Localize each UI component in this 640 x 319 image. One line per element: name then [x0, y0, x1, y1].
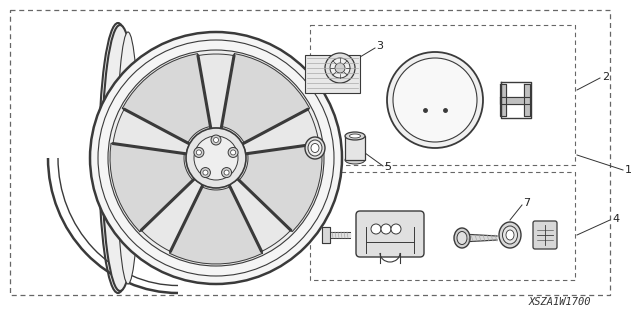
- Text: 1: 1: [625, 165, 632, 175]
- Ellipse shape: [99, 23, 137, 293]
- Polygon shape: [330, 232, 350, 238]
- Polygon shape: [322, 227, 330, 243]
- Polygon shape: [110, 143, 193, 232]
- Polygon shape: [170, 187, 262, 264]
- Ellipse shape: [102, 25, 138, 291]
- Circle shape: [108, 50, 324, 266]
- Ellipse shape: [499, 222, 521, 248]
- Bar: [305, 55, 360, 93]
- FancyBboxPatch shape: [533, 221, 557, 249]
- Polygon shape: [243, 109, 319, 154]
- Ellipse shape: [211, 135, 221, 145]
- Ellipse shape: [230, 150, 236, 155]
- Text: 2: 2: [602, 72, 609, 82]
- Polygon shape: [239, 143, 322, 232]
- Ellipse shape: [196, 150, 202, 155]
- Ellipse shape: [200, 167, 211, 178]
- Text: 7: 7: [523, 198, 530, 208]
- Circle shape: [186, 128, 246, 188]
- Ellipse shape: [224, 170, 229, 175]
- Circle shape: [381, 224, 391, 234]
- Ellipse shape: [194, 147, 204, 158]
- Ellipse shape: [214, 137, 218, 143]
- Bar: [345, 136, 365, 160]
- Ellipse shape: [454, 228, 470, 248]
- Ellipse shape: [221, 167, 232, 178]
- Circle shape: [325, 53, 355, 83]
- Polygon shape: [198, 54, 234, 129]
- Ellipse shape: [311, 144, 319, 152]
- Ellipse shape: [308, 140, 322, 156]
- Ellipse shape: [228, 147, 238, 158]
- FancyBboxPatch shape: [356, 211, 424, 257]
- Circle shape: [371, 224, 381, 234]
- Polygon shape: [500, 84, 506, 116]
- Circle shape: [393, 58, 477, 142]
- Polygon shape: [122, 54, 211, 143]
- Ellipse shape: [305, 137, 325, 159]
- Circle shape: [387, 52, 483, 148]
- Ellipse shape: [506, 230, 514, 240]
- Text: 3: 3: [376, 41, 383, 51]
- Polygon shape: [229, 179, 291, 251]
- Ellipse shape: [345, 156, 365, 164]
- Circle shape: [194, 136, 238, 180]
- Ellipse shape: [203, 170, 208, 175]
- Ellipse shape: [345, 132, 365, 140]
- Text: 6: 6: [278, 162, 285, 172]
- Circle shape: [391, 224, 401, 234]
- Polygon shape: [113, 109, 189, 154]
- Circle shape: [90, 32, 342, 284]
- Text: 4: 4: [612, 214, 619, 224]
- Polygon shape: [141, 179, 203, 251]
- Circle shape: [335, 63, 345, 73]
- Circle shape: [98, 40, 334, 276]
- Polygon shape: [462, 234, 497, 242]
- Ellipse shape: [457, 232, 467, 244]
- Ellipse shape: [349, 134, 360, 138]
- Ellipse shape: [502, 226, 518, 244]
- Circle shape: [330, 58, 350, 78]
- Ellipse shape: [117, 32, 139, 284]
- Polygon shape: [221, 54, 310, 143]
- Polygon shape: [500, 97, 530, 104]
- Text: XSZA1W1700: XSZA1W1700: [529, 297, 591, 307]
- Polygon shape: [524, 84, 530, 116]
- Text: 5: 5: [384, 162, 391, 172]
